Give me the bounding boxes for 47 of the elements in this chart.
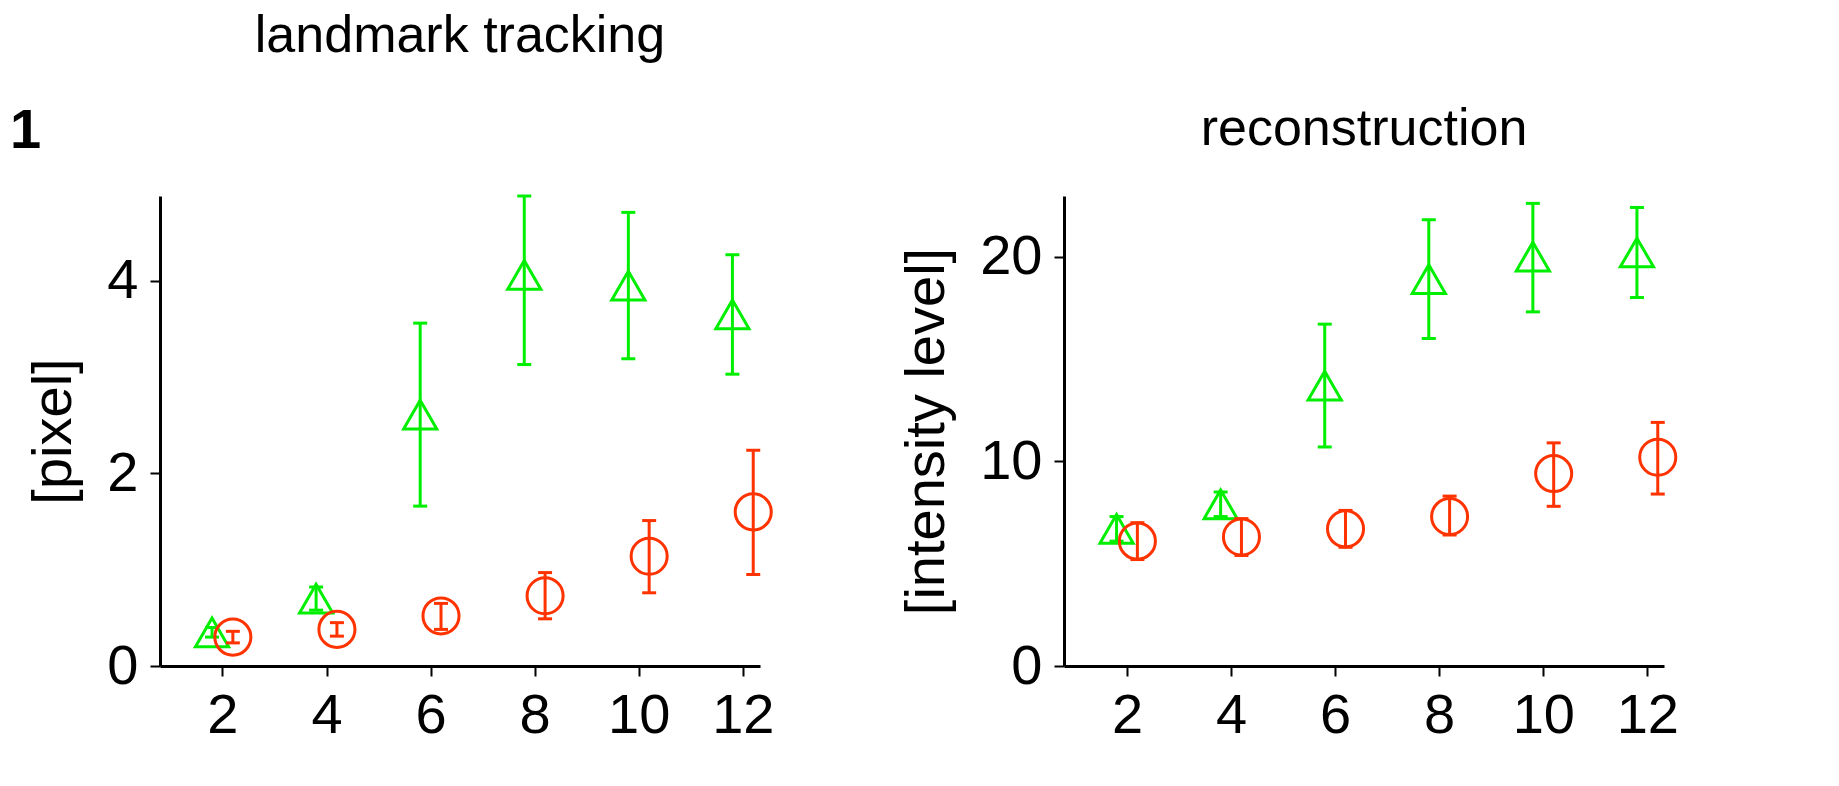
x-tick-label: 12 <box>712 681 775 745</box>
x-tick-label: 12 <box>1616 681 1679 745</box>
point <box>506 259 543 291</box>
x-tick-label: 10 <box>608 681 671 745</box>
point <box>317 609 357 649</box>
chart-title: landmark tracking <box>254 5 666 63</box>
point <box>1326 509 1366 549</box>
x-tick-label: 2 <box>1111 681 1144 745</box>
y-axis-title: [pixel] <box>20 358 84 505</box>
point <box>193 616 231 649</box>
y-tick-label: 20 <box>980 223 1043 287</box>
point <box>213 617 253 657</box>
point <box>298 582 335 615</box>
y-axis-title: [intensity level] <box>893 247 957 616</box>
text: 1 <box>10 97 42 160</box>
point <box>1306 369 1343 402</box>
chart-title: reconstruction <box>1200 98 1528 156</box>
x-tick-label: 8 <box>519 681 551 745</box>
point <box>1098 512 1135 545</box>
point <box>1117 521 1157 561</box>
point <box>421 596 461 636</box>
y-tick-label: 10 <box>980 427 1043 491</box>
y-tick-label: 4 <box>107 247 139 311</box>
y-tick-label: 2 <box>107 439 139 503</box>
x-tick-label: 8 <box>1424 681 1456 745</box>
point <box>1202 488 1239 521</box>
point <box>629 536 669 576</box>
x-tick-label: 2 <box>207 681 239 745</box>
point <box>402 398 439 431</box>
point <box>733 492 773 532</box>
x-tick-label: 6 <box>415 681 447 745</box>
x-tick-label: 6 <box>1320 681 1352 745</box>
point <box>525 576 565 616</box>
point <box>1410 263 1447 295</box>
point <box>1534 454 1574 494</box>
y-tick-label: 0 <box>1011 632 1043 696</box>
point <box>1638 437 1678 477</box>
point <box>714 298 751 331</box>
point <box>1514 240 1551 273</box>
point <box>1618 236 1656 269</box>
point <box>610 269 647 302</box>
y-tick-label: 0 <box>107 632 139 696</box>
x-tick-label: 4 <box>1215 681 1248 745</box>
point <box>1430 497 1470 537</box>
x-tick-label: 10 <box>1512 681 1575 745</box>
x-tick-label: 4 <box>311 681 343 745</box>
point <box>1221 517 1261 557</box>
